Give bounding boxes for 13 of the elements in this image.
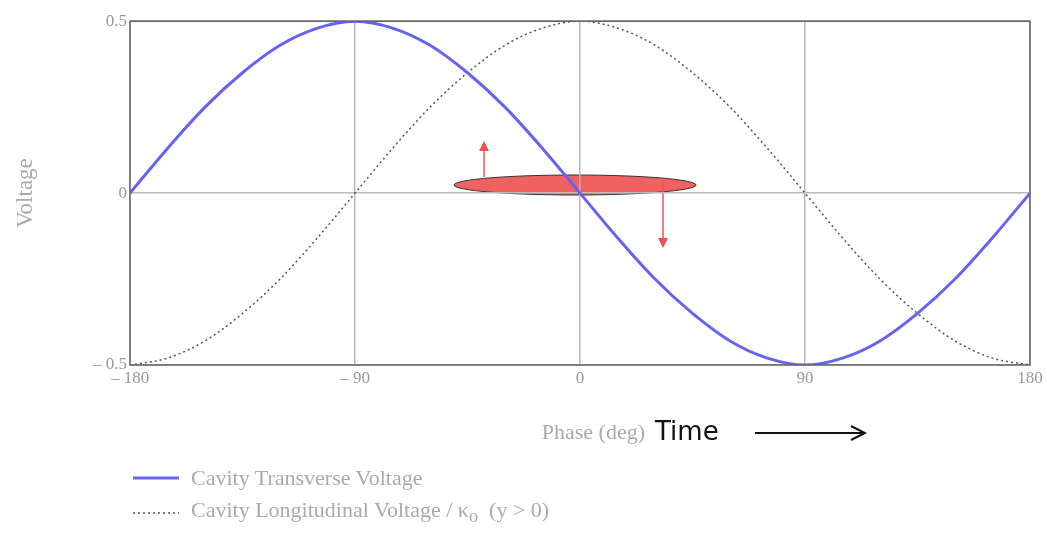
text: Time [654,415,719,446]
x-tick-label: 180 [1017,367,1043,387]
line-series [130,21,1030,365]
y-tick-label: 0 [118,182,127,202]
x-tick-label: 90 [796,367,814,387]
x-tick-label: – 90 [339,367,370,387]
legend-label: Cavity Longitudinal Voltage / κ$_{o}$ (y > 0) [191,497,550,528]
y-tick-label: 0.5 [105,10,127,30]
x-tick-label: 0 [575,367,585,387]
x-axis-title: Phase (deg) [541,418,645,444]
y-tick-label: – 0.5 [92,354,127,374]
legend-label: Cavity Transverse Voltage [191,464,423,491]
y-axis-title: Voltage [11,158,37,229]
